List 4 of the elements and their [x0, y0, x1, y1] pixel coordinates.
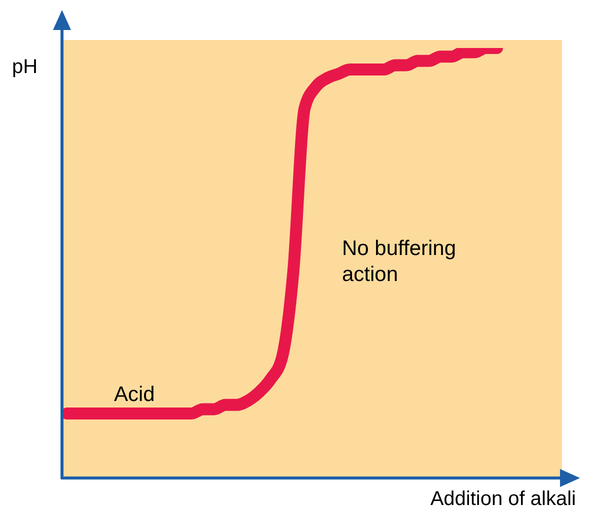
- x-axis-title: Addition of alkali: [430, 488, 576, 511]
- annotation: No buffering action: [342, 236, 458, 288]
- annotation: Acid: [114, 382, 155, 408]
- y-axis-title: pH: [12, 56, 38, 79]
